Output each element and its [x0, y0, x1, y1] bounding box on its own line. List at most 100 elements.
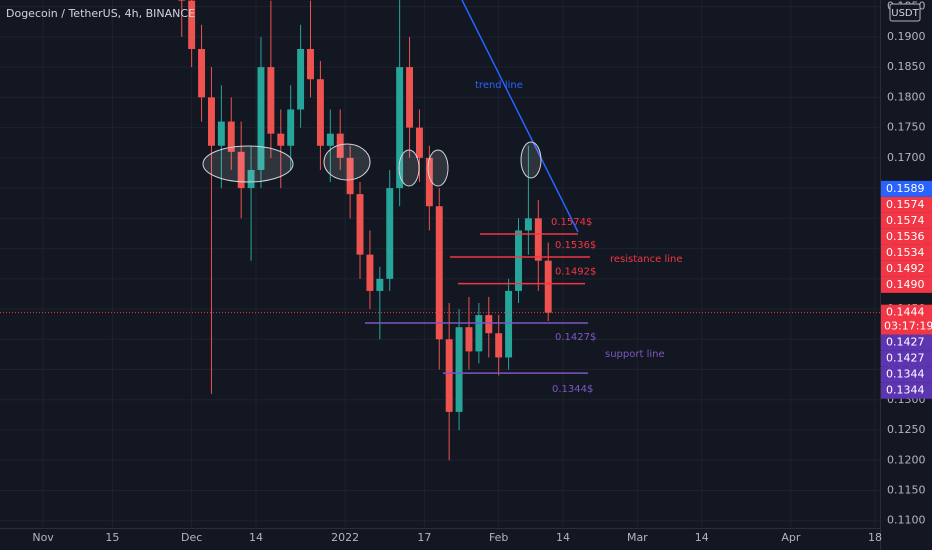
highlight-ellipse [323, 143, 371, 181]
price-tag-label: 0.1427 [886, 352, 925, 365]
price-tag-label: 0.1492 [886, 262, 925, 275]
candle-body [534, 218, 542, 261]
price-tag [881, 366, 932, 383]
candle-body [346, 157, 354, 195]
chart-title: Dogecoin / TetherUS, 4h, BINANCE [6, 7, 195, 20]
candle-body [435, 206, 443, 340]
x-tick-label: Feb [489, 531, 508, 544]
level-label: 0.1427$ [555, 332, 596, 343]
candle-body [524, 218, 532, 231]
candle-body [465, 327, 473, 352]
annotation-label: resistance line [610, 254, 683, 265]
candle-body [406, 67, 414, 128]
y-tick-label: 0.1800 [887, 90, 926, 103]
y-tick-label: 0.1100 [887, 514, 926, 527]
x-tick-label: 17 [417, 531, 431, 544]
candle-body [316, 79, 324, 146]
annotation-label: support line [605, 349, 665, 360]
highlight-ellipse [202, 145, 294, 183]
candle-body [376, 278, 384, 291]
x-tick-label: 2022 [331, 531, 359, 544]
y-tick-label: 0.1750 [887, 121, 926, 134]
x-tick-label: 14 [249, 531, 263, 544]
candle-body [415, 127, 423, 158]
price-tag [881, 212, 932, 229]
y-tick-label: 0.1700 [887, 151, 926, 164]
currency-label: USDT [891, 8, 919, 19]
candle-body [198, 48, 206, 98]
price-tag-label: 0.1344 [886, 368, 925, 381]
price-tag [881, 382, 932, 399]
candle-body [475, 315, 483, 352]
candle-body [307, 48, 314, 80]
x-tick-label: 18 [868, 531, 882, 544]
x-tick-label: Dec [181, 531, 202, 544]
price-tag [881, 228, 932, 245]
trend-line [461, 0, 579, 233]
price-tag-label: 0.1444 [886, 306, 925, 319]
price-tag [881, 244, 932, 261]
annotation-label: trend line [475, 80, 523, 91]
level-label: 0.1574$ [551, 217, 592, 228]
candle-body [386, 188, 394, 279]
candle-body [277, 133, 285, 146]
candle-body [178, 0, 186, 1]
candle-body [485, 315, 493, 334]
y-tick-label: 0.1900 [887, 30, 926, 43]
candle-body [257, 67, 265, 170]
candle-body [188, 0, 196, 49]
price-tag [881, 304, 932, 335]
price-tag-label: 0.1574 [886, 198, 925, 211]
level-label: 0.1492$ [555, 267, 596, 278]
x-tick-label: Mar [627, 531, 648, 544]
y-tick-label: 0.1200 [887, 453, 926, 466]
price-tag [881, 196, 932, 213]
candle-body [544, 260, 552, 313]
price-tag [881, 260, 932, 277]
candle-body [445, 339, 453, 412]
highlight-ellipse [427, 149, 449, 187]
candle-body [515, 230, 522, 291]
candle-body [326, 133, 334, 146]
price-tag-label: 0.1574 [886, 214, 925, 227]
candle-body [425, 157, 433, 207]
price-tag-label: 0.1589 [886, 182, 925, 195]
x-tick-label: Nov [32, 531, 54, 544]
price-tag-label: 0.1534 [886, 246, 925, 259]
countdown: 03:17:19 [884, 320, 932, 333]
x-tick-label: Apr [781, 531, 801, 544]
x-tick-label: 14 [695, 531, 709, 544]
candle-body [207, 97, 215, 146]
candle-body [297, 48, 305, 110]
level-label: 0.1344$ [552, 384, 593, 395]
candle-body [237, 151, 245, 189]
candle-body [227, 121, 235, 152]
currency-box [889, 3, 921, 22]
candle-body [455, 327, 463, 412]
candle-body [366, 254, 374, 291]
price-tag [881, 334, 932, 351]
price-tag-label: 0.1536 [886, 230, 925, 243]
price-tag-label: 0.1344 [886, 384, 925, 397]
candle-body [356, 194, 364, 255]
price-tag [881, 276, 932, 293]
price-tag-label: 0.1490 [886, 278, 925, 291]
candle-body [247, 169, 255, 189]
candle-body [267, 67, 275, 134]
price-tag [881, 350, 932, 367]
y-tick-label: 0.1250 [887, 423, 926, 436]
level-label: 0.1536$ [555, 240, 596, 251]
x-tick-label: 14 [556, 531, 570, 544]
candle-body [396, 67, 404, 189]
x-tick-label: 15 [105, 531, 119, 544]
candle-body [505, 290, 513, 358]
candle-body [336, 133, 344, 158]
candle-body [217, 121, 225, 146]
price-tag [881, 180, 932, 197]
highlight-ellipse [398, 149, 420, 187]
price-tag-label: 0.1427 [886, 336, 925, 349]
y-tick-label: 0.1150 [887, 484, 926, 497]
candle-body [495, 333, 503, 358]
